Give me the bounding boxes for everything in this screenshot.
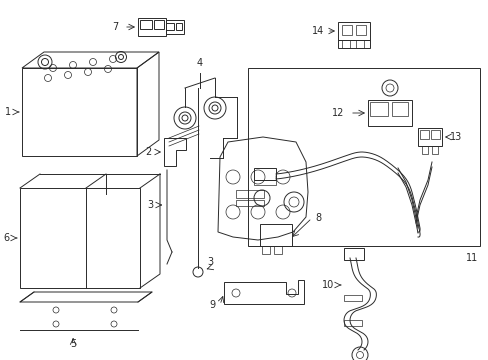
Text: 3: 3	[206, 257, 213, 267]
Bar	[253, 180, 275, 185]
Text: 9: 9	[208, 300, 215, 310]
Bar	[262, 246, 269, 254]
Bar	[138, 18, 165, 36]
Bar	[355, 25, 365, 35]
Text: 3: 3	[146, 200, 153, 210]
Bar	[343, 295, 361, 301]
Bar	[236, 200, 264, 206]
Text: 12: 12	[331, 108, 344, 118]
Bar	[154, 20, 163, 29]
Bar	[419, 130, 428, 139]
Text: 5: 5	[70, 339, 76, 349]
Bar	[369, 102, 387, 116]
Bar	[165, 20, 183, 34]
Bar	[355, 40, 363, 48]
Text: 6: 6	[3, 233, 9, 243]
Bar	[176, 23, 182, 30]
Bar	[343, 248, 363, 260]
Text: 8: 8	[314, 213, 321, 223]
Text: 2: 2	[144, 147, 151, 157]
Bar	[247, 68, 479, 246]
Bar	[341, 25, 351, 35]
Bar	[421, 146, 427, 154]
Text: 4: 4	[197, 58, 203, 68]
Text: 1: 1	[5, 107, 11, 117]
Bar	[253, 168, 275, 180]
Bar	[337, 22, 369, 40]
Bar	[20, 188, 140, 288]
Text: 10: 10	[321, 280, 333, 290]
Bar	[431, 146, 437, 154]
Text: 14: 14	[311, 26, 324, 36]
Text: 11: 11	[465, 253, 477, 263]
Bar	[273, 246, 282, 254]
Text: 7: 7	[112, 22, 118, 32]
Bar	[236, 190, 264, 198]
Bar	[367, 100, 411, 126]
Text: 13: 13	[449, 132, 461, 142]
Bar	[140, 20, 152, 29]
Bar	[391, 102, 407, 116]
Bar	[343, 320, 361, 326]
Bar	[260, 224, 291, 246]
Bar	[337, 40, 369, 48]
Bar	[417, 128, 441, 146]
Bar	[341, 40, 349, 48]
Bar	[165, 23, 174, 30]
Bar	[22, 68, 137, 156]
Bar	[430, 130, 439, 139]
